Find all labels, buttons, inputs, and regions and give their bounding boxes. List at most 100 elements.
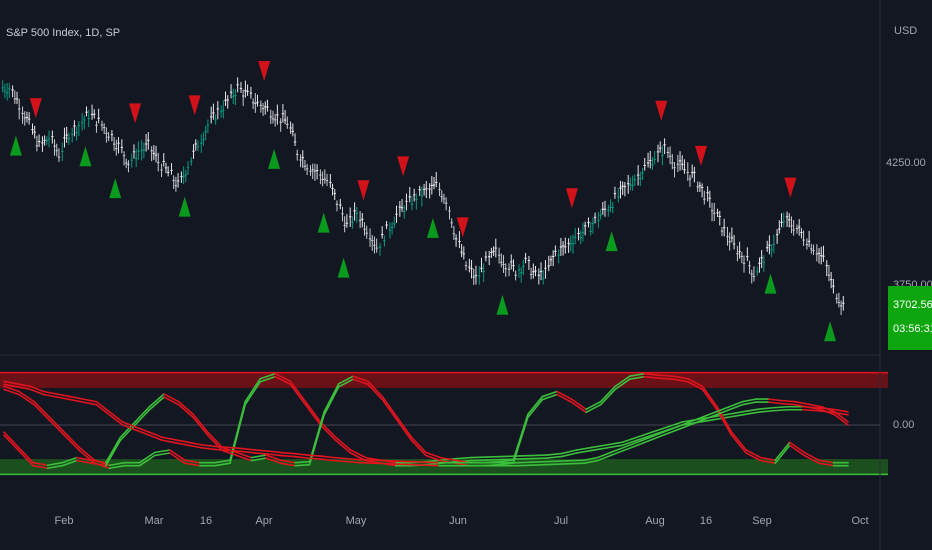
oscillator-line-1 [319,421,337,439]
oscillator-line-2 [774,441,791,461]
oscillator-line-3 [557,459,572,462]
oscillator-line-3 [820,408,836,416]
oscillator-line-3 [187,441,203,446]
oscillator-line-3 [161,436,177,441]
oscillator-line-3 [240,450,256,454]
oscillator-line-3 [306,454,322,457]
oscillator-line-3 [121,421,137,428]
oscillator-line-2 [818,459,835,464]
oscillator-line-3 [319,458,335,462]
sell-signal-marker [655,100,668,121]
oscillator-line-3 [293,452,309,456]
oscillator-line-2 [658,374,675,378]
oscillator-line-3 [570,459,586,462]
oscillator-line-2 [279,459,296,464]
oscillator-line-1 [168,449,186,461]
sell-signal-marker [188,95,201,116]
oscillator-line-1 [636,434,653,442]
oscillator-line-1 [274,375,292,386]
oscillator-line-1 [334,436,352,451]
x-tick-label: Sep [752,515,772,527]
oscillator-line-3 [662,429,678,436]
sell-signal-marker [357,180,370,201]
oscillator-line-2 [497,459,515,463]
oscillator-line-3 [174,439,190,444]
oscillator-line-3 [214,448,229,452]
oscillator-line-2 [527,398,544,419]
oscillator-line-1 [515,454,533,457]
oscillator-line-1 [485,458,503,461]
sell-signal-marker [29,98,42,119]
oscillator-line-2 [250,457,267,462]
oscillator-line-2 [134,408,151,426]
oscillator-line-2 [337,378,355,388]
oscillator-line-2 [206,431,224,449]
oscillator-line-2 [410,439,427,457]
oscillator-line-1 [108,464,126,470]
oscillator-line-1 [771,405,789,409]
oscillator-line-2 [46,461,64,467]
oscillator-line-2 [745,452,762,462]
oscillator-line-3 [266,450,282,454]
oscillator-line-2 [512,416,529,464]
oscillator-line-1 [455,456,473,460]
x-tick-label: Apr [255,515,272,527]
oscillator-line-2 [643,372,660,377]
oscillator-line-1 [108,461,126,467]
oscillator-line-3 [3,383,18,388]
oscillator-line-3 [82,398,98,403]
oscillator-line-3 [187,444,203,449]
oscillator-line-3 [715,405,731,413]
oscillator-line-1 [741,411,759,416]
oscillator-line-3 [359,461,375,464]
oscillator-zero-label: 0.00 [893,419,914,431]
oscillator-line-3 [201,444,216,448]
oscillator-line-1 [575,449,593,454]
oscillator-line-1 [530,457,548,460]
price-plot [1,60,845,342]
oscillator-line-2 [512,413,529,461]
oscillator-line-1 [214,459,231,464]
oscillator-line-3 [174,442,190,447]
oscillator-line-2 [236,451,253,459]
oscillator-line-2 [105,439,122,467]
oscillator-line-3 [649,434,665,442]
oscillator-line-1 [575,446,593,451]
oscillator-line-2 [570,398,587,411]
oscillator-line-2 [643,375,660,380]
oscillator-line-3 [253,449,269,452]
oscillator-line-1 [153,452,171,457]
oscillator-line-3 [557,462,572,465]
oscillator-line-3 [161,439,177,444]
buy-signal-marker [9,135,22,156]
oscillator-line-2 [177,403,194,419]
sell-signal-marker [456,217,469,238]
oscillator-line-3 [29,385,45,393]
oscillator-line-2 [148,396,165,411]
x-tick-label: 16 [200,515,212,527]
oscillator-line-2 [788,444,806,457]
oscillator-line-3 [16,383,32,388]
oscillator-line-2 [381,395,398,418]
oscillator-line-2 [75,459,93,464]
oscillator-line-2 [366,383,384,401]
oscillator-line-3 [662,426,678,433]
buy-signal-marker [605,231,618,252]
x-tick-label: Mar [145,515,164,527]
x-axis-labels: Feb Mar 16 Apr May Jun Jul Aug 16 Sep Oct [55,515,869,527]
oscillator-line-2 [396,419,413,442]
oscillator-line-3 [807,403,823,408]
price-badge: 3702.56 03:56:31 [888,286,932,350]
oscillator-line-1 [590,447,608,452]
sell-signal-marker [397,156,410,177]
oscillator-line-3 [675,424,691,431]
oscillator-line-3 [530,460,546,463]
oscillator-line-3 [398,463,414,466]
oscillator-line-3 [108,414,124,426]
oscillator-line-1 [3,388,20,396]
oscillator-line-3 [741,398,757,403]
oscillator-line-1 [530,454,548,457]
oscillator-line-2 [410,436,427,454]
oscillator-line-1 [801,408,819,412]
